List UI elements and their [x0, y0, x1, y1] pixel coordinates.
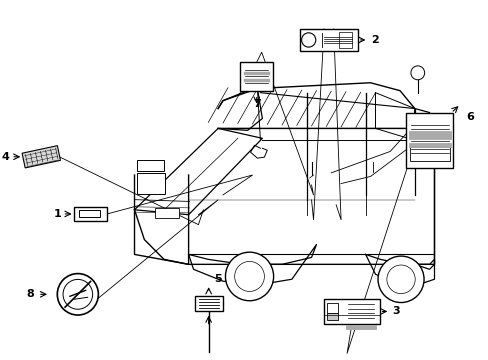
Circle shape — [234, 261, 264, 292]
Bar — [300, 29, 357, 51]
Bar — [324, 299, 379, 324]
Circle shape — [57, 274, 98, 315]
Text: 6: 6 — [466, 112, 473, 122]
Bar — [326, 303, 337, 313]
Text: 7: 7 — [252, 99, 260, 109]
Bar — [136, 160, 164, 171]
Text: 3: 3 — [392, 306, 400, 316]
Circle shape — [63, 279, 92, 309]
Bar — [194, 296, 222, 311]
Bar — [155, 208, 179, 218]
Circle shape — [225, 252, 273, 301]
Bar — [136, 173, 165, 194]
Bar — [22, 146, 61, 168]
Bar — [406, 113, 452, 168]
Circle shape — [386, 265, 414, 294]
Text: 8: 8 — [27, 289, 35, 299]
Text: 5: 5 — [214, 274, 222, 284]
Text: 2: 2 — [370, 35, 378, 45]
Bar — [74, 207, 107, 221]
Bar — [326, 313, 337, 320]
Bar — [338, 32, 351, 48]
Circle shape — [410, 66, 424, 80]
Text: 1: 1 — [54, 209, 61, 219]
Circle shape — [377, 256, 423, 302]
Bar — [416, 125, 421, 146]
Bar — [240, 62, 272, 91]
Circle shape — [301, 33, 315, 47]
Bar — [79, 210, 100, 217]
Bar — [409, 147, 448, 161]
Text: 4: 4 — [1, 152, 9, 162]
